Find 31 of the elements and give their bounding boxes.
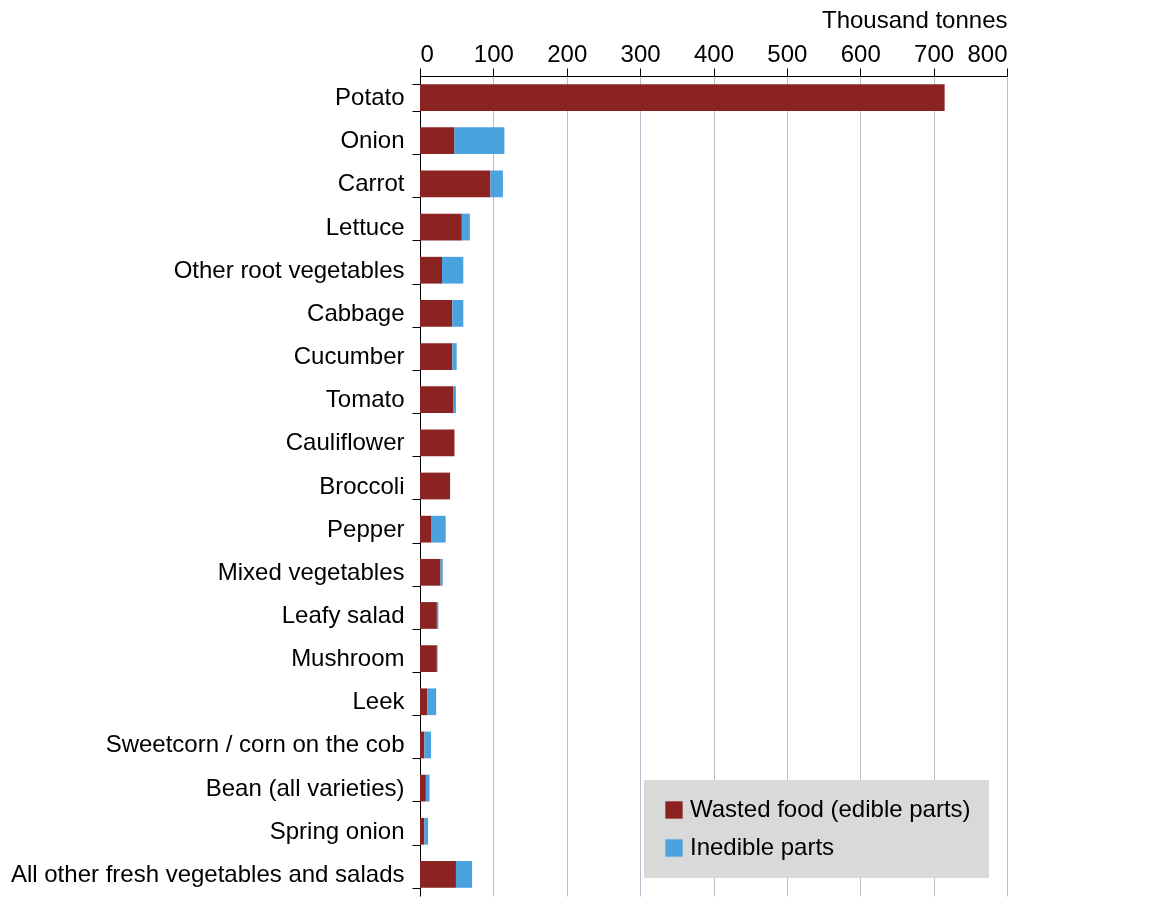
y-tick-label: Leek bbox=[352, 687, 406, 715]
x-tick-label: 300 bbox=[620, 39, 661, 67]
y-tick-label: Carrot bbox=[337, 169, 405, 197]
y-tick-label: Mixed vegetables bbox=[217, 557, 405, 585]
y-tick-label: Spring onion bbox=[269, 816, 405, 844]
y-tick-label: Lettuce bbox=[325, 212, 405, 240]
x-tick-label: 400 bbox=[693, 39, 735, 67]
y-tick-label: Tomato bbox=[325, 385, 405, 413]
y-tick-label: Other root vegetables bbox=[173, 255, 405, 283]
y-tick-label: Cucumber bbox=[293, 342, 405, 370]
y-tick-label: Leafy salad bbox=[281, 600, 405, 628]
y-tick-label: Broccoli bbox=[319, 471, 405, 499]
x-tick-label: 700 bbox=[914, 39, 955, 67]
x-tick-label: 100 bbox=[473, 39, 514, 67]
y-tick-label: Sweetcorn / corn on the cob bbox=[105, 730, 405, 758]
y-tick-label: Cabbage bbox=[307, 298, 405, 326]
legend-label: Inedible parts bbox=[690, 833, 835, 860]
y-tick-label: Cauliflower bbox=[285, 428, 405, 456]
y-tick-label: Bean (all varieties) bbox=[205, 773, 405, 801]
x-tick-label: 200 bbox=[547, 39, 588, 67]
x-axis-title: Thousand tonnes bbox=[822, 5, 1008, 33]
y-tick-label: Onion bbox=[340, 126, 405, 154]
y-tick-label: Potato bbox=[335, 83, 405, 111]
x-tick-label: 0 bbox=[420, 39, 434, 67]
x-tick-label: 600 bbox=[840, 39, 881, 67]
y-tick-label: Pepper bbox=[327, 514, 405, 542]
legend-label: Wasted food (edible parts) bbox=[690, 795, 971, 822]
x-tick-label: 500 bbox=[767, 39, 808, 67]
y-tick-label: Mushroom bbox=[291, 644, 405, 672]
x-tick-label: 800 bbox=[967, 39, 1008, 67]
y-tick-label: All other fresh vegetables and salads bbox=[10, 859, 405, 887]
